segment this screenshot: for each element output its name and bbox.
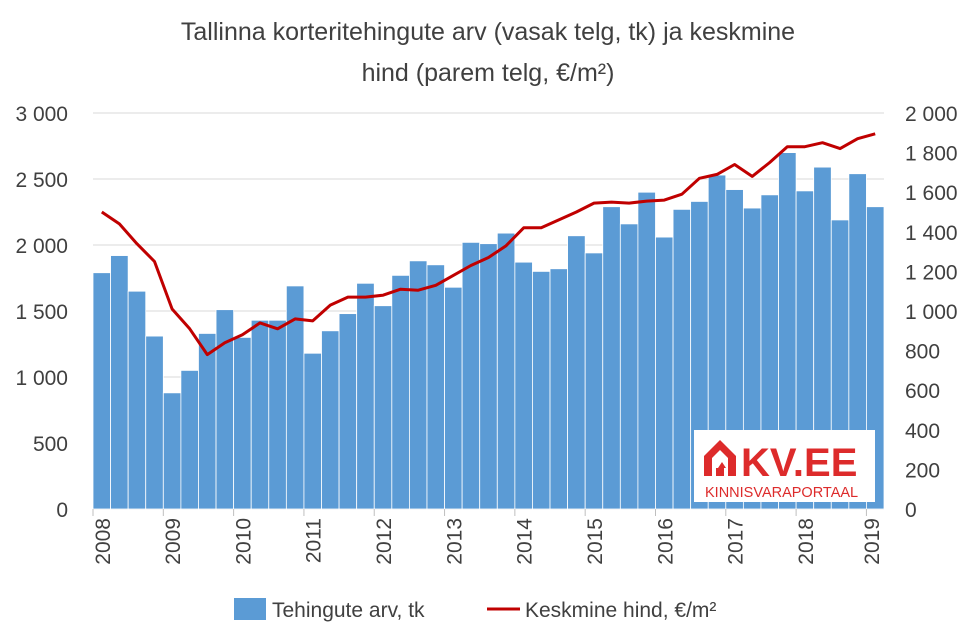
bar	[637, 191, 656, 510]
y-left-tick-label: 1 500	[15, 301, 68, 324]
bar	[250, 319, 270, 510]
x-tick-label: 2010	[232, 518, 255, 565]
bar	[180, 369, 199, 510]
y-left-tick-label: 1 000	[15, 367, 68, 390]
y-right-tick-label: 0	[905, 499, 917, 522]
y-right-tick-label: 1 200	[905, 261, 958, 284]
y-left-tick-label: 2 500	[15, 169, 68, 192]
chart-title: Tallinna korteritehingute arv (vasak tel…	[181, 18, 795, 87]
bar	[602, 206, 621, 510]
y-right-tick-label: 1 000	[905, 301, 958, 324]
bar	[444, 286, 463, 510]
bar	[233, 336, 252, 510]
x-tick-label: 2011	[303, 518, 326, 563]
y-right-tick-label: 2 000	[905, 103, 958, 126]
logo-subtext: KINNISVARAPORTAAL	[705, 485, 858, 501]
y-left-tick-label: 3 000	[15, 103, 68, 126]
x-tick-label: 2018	[795, 518, 818, 565]
bar	[619, 223, 639, 510]
bar	[356, 282, 375, 510]
right-axis: 0 200 400 600 800 1 000 1 200 1 400 1 600 1 800 2 …	[905, 103, 958, 522]
x-tick-label: 2009	[162, 518, 185, 565]
bar	[268, 319, 287, 510]
y-left-tick-label: 2 000	[15, 235, 68, 258]
bar	[162, 392, 182, 510]
bar	[92, 272, 111, 510]
bar	[655, 236, 674, 510]
bar	[145, 335, 164, 510]
y-right-tick-label: 200	[905, 459, 940, 482]
title-line: Tallinna korteritehingute arv (vasak tel…	[181, 18, 795, 46]
title-line: hind (parem telg, €/m²)	[362, 59, 615, 87]
bar	[127, 290, 147, 510]
bar	[426, 264, 445, 510]
bar	[479, 243, 498, 510]
x-tick-label: 2016	[654, 518, 677, 565]
x-axis: 2008 2009 2010 2011 2012 2013 2014 2015 2016 2017…	[92, 509, 884, 565]
y-right-tick-label: 1 800	[905, 143, 958, 166]
bar	[532, 270, 551, 510]
x-tick-label: 2008	[92, 518, 115, 565]
left-axis: 0 500 1 000 1 500 2 000 2 500 3 000	[15, 103, 68, 522]
y-right-tick-label: 800	[905, 341, 940, 364]
legend-label-bars: Tehingute arv, tk	[272, 599, 425, 622]
bar	[461, 241, 481, 510]
x-tick-label: 2014	[514, 518, 537, 565]
bar	[514, 261, 533, 510]
legend: Tehingute arv, tk Keskmine hind, €/m²	[234, 598, 716, 622]
bar	[496, 232, 516, 510]
bar	[549, 268, 568, 510]
price-line	[100, 132, 876, 357]
x-tick-label: 2017	[725, 518, 748, 565]
bar	[408, 260, 428, 510]
y-right-tick-label: 1 400	[905, 222, 958, 245]
bar	[303, 352, 322, 510]
x-tick-label: 2015	[584, 518, 607, 565]
x-tick-label: 2012	[373, 518, 396, 565]
house-icon	[704, 440, 736, 476]
x-tick-label: 2013	[443, 518, 466, 565]
y-left-tick-label: 500	[33, 433, 68, 456]
legend-swatch-bars	[234, 598, 266, 620]
bar	[338, 313, 358, 510]
bar	[321, 330, 340, 510]
bar	[567, 235, 586, 510]
x-tick-label: 2019	[861, 518, 884, 565]
line-series	[100, 132, 876, 357]
bar	[198, 333, 217, 510]
bar	[110, 255, 129, 510]
y-right-tick-label: 600	[905, 380, 940, 403]
y-left-tick-label: 0	[56, 499, 68, 522]
logo-text: KV.EE	[741, 441, 857, 485]
y-right-tick-label: 1 600	[905, 182, 958, 205]
bar	[391, 274, 410, 510]
bar	[373, 305, 393, 510]
y-right-tick-label: 400	[905, 420, 940, 443]
kv-ee-logo: KV.EE KINNISVARAPORTAAL	[694, 430, 875, 502]
bar	[672, 208, 692, 510]
legend-label-line: Keskmine hind, €/m²	[525, 599, 716, 622]
bar	[584, 252, 604, 510]
